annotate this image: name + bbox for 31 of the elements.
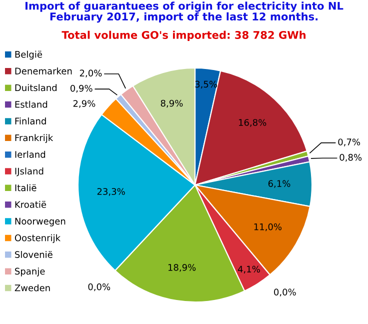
data-label: 16,8%: [238, 119, 266, 127]
legend-label: Kroatië: [15, 200, 46, 208]
legend-label: Zweden: [14, 284, 50, 292]
text: 0,0%: [88, 283, 110, 292]
legend-label: Frankrijk: [15, 134, 54, 143]
data-label: 0,7%: [338, 138, 360, 146]
data-label: 2,0%: [80, 70, 102, 78]
legend-label: Denemarken: [15, 67, 72, 74]
legend-label: Estland: [15, 100, 48, 108]
data-label: 4,1%: [238, 266, 260, 274]
legend-label: Italië: [15, 184, 36, 192]
data-label: 23,3%: [97, 188, 125, 196]
legend-label: Duitsland: [15, 84, 57, 92]
legend-label: Noorwegen: [15, 218, 66, 226]
legend-label: Slovenië: [15, 250, 52, 258]
chart-subtitle: Total volume GO's imported: 38 782 GWh: [62, 30, 306, 41]
legend-label: Oostenrijk: [14, 234, 61, 244]
legend-label: IJsland: [15, 168, 44, 176]
chart-title: Import of guarantuees of origin for electricity into NL February 2017, import of the last 12 months.: [26, 2, 344, 23]
data-label: 6,1%: [268, 180, 290, 188]
data-label: 0,8%: [340, 154, 362, 162]
legend-label: Spanje: [15, 268, 45, 276]
data-label: 8,9%: [160, 100, 183, 108]
data-label: 11,0%: [254, 223, 282, 232]
data-label: 18,9%: [168, 264, 196, 272]
legend-label: België: [15, 50, 42, 60]
legend-label: Finland: [15, 118, 46, 124]
data-label: 2,9%: [73, 100, 96, 108]
data-label: 0,9%: [70, 84, 92, 93]
legend-label: Ierland: [15, 150, 46, 158]
text: 0,0%: [274, 288, 296, 296]
